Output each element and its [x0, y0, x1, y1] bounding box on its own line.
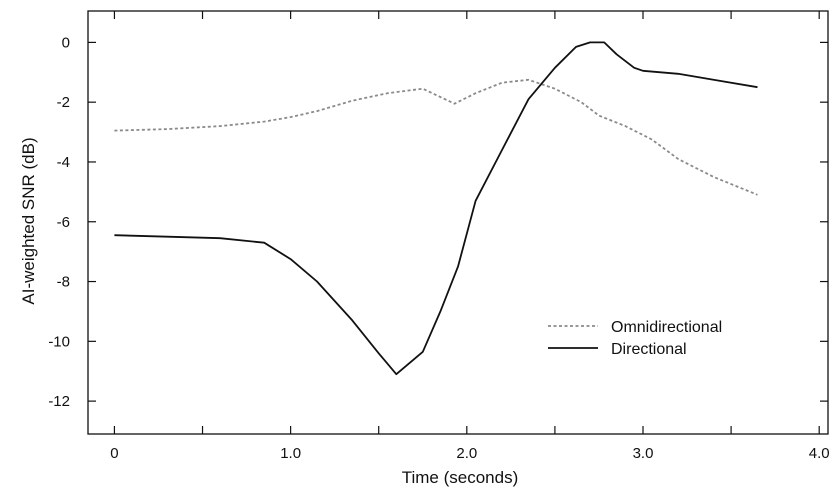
y-tick-label: -4 — [57, 154, 70, 171]
y-tick-label: -12 — [48, 393, 70, 410]
tick-labels: 0 1.0 2.0 3.0 4.0 0 -2 -4 -6 -8 -10 -12 — [48, 34, 829, 462]
legend-label-omnidirectional: Omnidirectional — [611, 319, 722, 336]
y-tick-label: 0 — [62, 34, 70, 51]
x-axis-title: Time (seconds) — [402, 468, 519, 487]
series-line-directional — [114, 41, 758, 376]
y-tick-label: -8 — [57, 274, 70, 291]
x-tick-label: 3.0 — [633, 445, 654, 462]
y-tick-label: -10 — [48, 333, 70, 350]
plot-border — [87, 10, 829, 435]
series-line-omnidirectional — [114, 78, 758, 196]
plot-frame — [87, 10, 829, 435]
series-lines — [114, 41, 758, 376]
x-tick-label: 2.0 — [456, 445, 477, 462]
x-tick-label: 1.0 — [280, 445, 301, 462]
legend-label-directional: Directional — [611, 341, 687, 358]
axis-ticks — [88, 11, 828, 434]
legend: Omnidirectional Directional — [548, 319, 722, 358]
x-tick-label: 4.0 — [809, 445, 830, 462]
y-tick-label: -2 — [57, 94, 70, 111]
x-tick-label: 0 — [110, 445, 118, 462]
y-axis-title: AI-weighted SNR (dB) — [19, 137, 38, 304]
y-tick-label: -6 — [57, 214, 70, 231]
